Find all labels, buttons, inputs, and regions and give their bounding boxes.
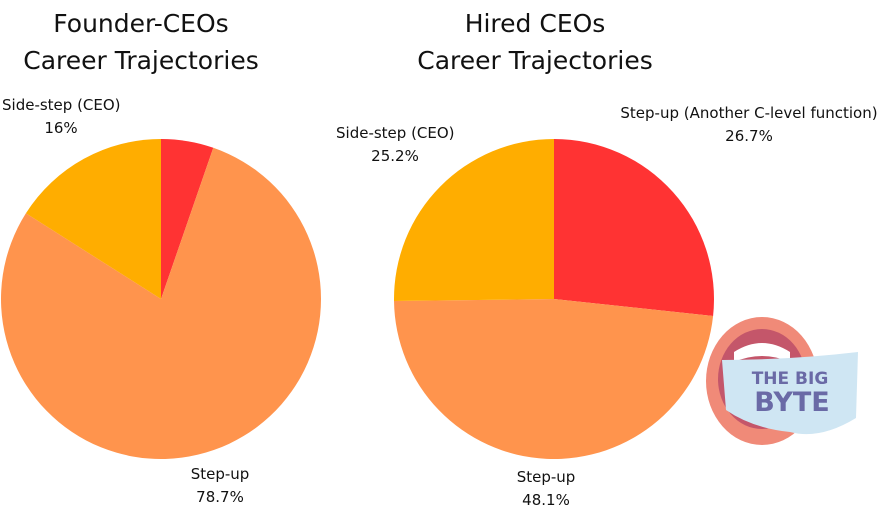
slice-label-name: Step-up (516, 468, 576, 486)
slice-label-name: Step-up (190, 465, 250, 483)
logo-text-line-1: THE BIG (752, 369, 829, 389)
slice-label-side-step: Side-step (CEO) 16% (2, 94, 121, 140)
slice-label-name: Step-up (Another C-level function) (620, 104, 878, 122)
pie-hired-ceos (394, 139, 714, 459)
pie-slice-step-up-another-c-level-function (161, 139, 214, 299)
chart-title-line-2: Career Trajectories (23, 46, 259, 75)
the-big-byte-logo: THE BIG BYTE (706, 317, 858, 445)
slice-label-step-up-c-level: Step-up (Another C-level function) 26.7% (611, 102, 880, 148)
pie-founder-ceos (0, 139, 321, 459)
logo-text-line-2: BYTE (754, 387, 830, 418)
slice-label-percent: 25.2% (371, 147, 419, 165)
slice-label-percent: 26.7% (725, 127, 773, 145)
slice-label-percent: 78.7% (196, 488, 244, 506)
chart-title-line-2: Career Trajectories (417, 46, 653, 75)
chart-title-hired: Hired CEOs Career Trajectories (395, 5, 675, 79)
pie-slice-step-up-another-c-level-function (554, 139, 714, 317)
slice-label-percent: 48.1% (522, 491, 570, 509)
slice-label-percent: 16% (44, 119, 78, 137)
pie-slice-step-up (394, 299, 714, 459)
chart-title-line-1: Founder-CEOs (53, 9, 229, 38)
slice-label-side-step: Side-step (CEO) 25.2% (336, 122, 455, 168)
slice-label-step-up: Step-up 78.7% (176, 463, 264, 509)
chart-title-founder: Founder-CEOs Career Trajectories (0, 5, 282, 79)
slice-label-step-up: Step-up 48.1% (506, 466, 586, 512)
slice-label-name: Side-step (CEO) (2, 96, 121, 114)
slice-label-name: Side-step (CEO) (336, 124, 455, 142)
pie-slice-step-up (0, 147, 321, 459)
pie-slice-side-step-ceo (394, 139, 554, 302)
pie-slice-side-step-ceo (25, 139, 161, 299)
chart-title-line-1: Hired CEOs (464, 9, 606, 38)
